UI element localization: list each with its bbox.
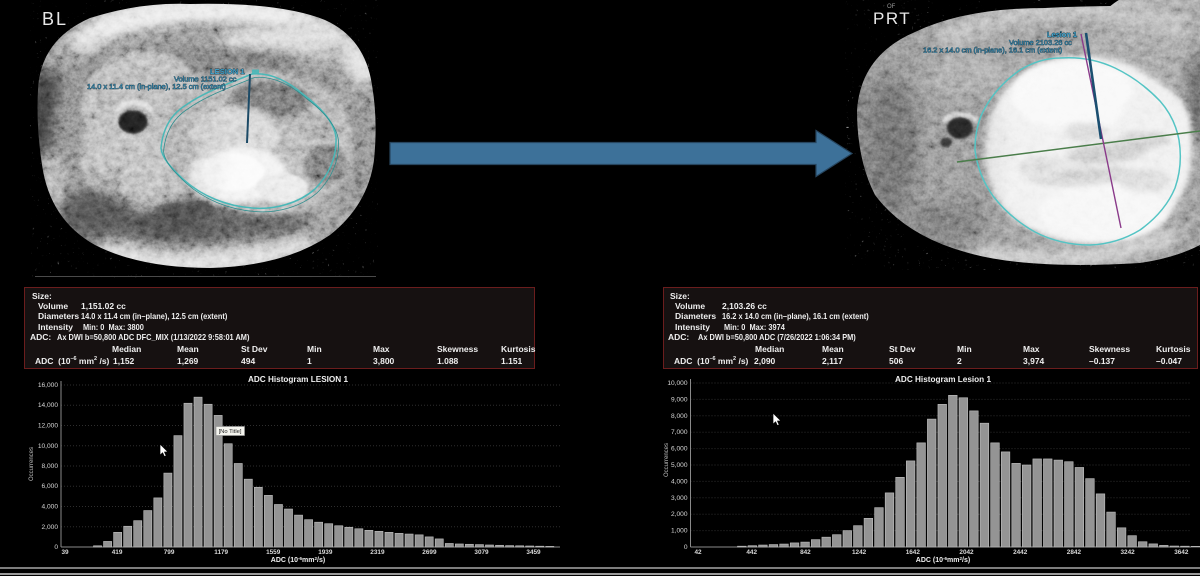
svg-text:4,000: 4,000 [671,478,688,485]
svg-text:799: 799 [164,549,175,556]
svg-text:2042: 2042 [959,549,974,556]
svg-text:42: 42 [694,549,702,556]
svg-text:3642: 3642 [1174,549,1189,556]
svg-text:0: 0 [684,544,688,551]
svg-text:10,000: 10,000 [38,443,59,450]
svg-text:1559: 1559 [266,549,281,556]
svg-text:Lesion 1: Lesion 1 [1047,30,1077,39]
svg-text:Volume 2103.26 cc: Volume 2103.26 cc [1009,38,1072,47]
svg-text:Volume 1151.02 cc: Volume 1151.02 cc [174,75,237,84]
svg-text:6,000: 6,000 [671,446,688,453]
svg-text:442: 442 [746,549,757,556]
svg-text:ADC Histogram Lesion 1: ADC Histogram Lesion 1 [895,375,991,384]
svg-text:-: - [846,122,849,132]
svg-text:5,000: 5,000 [671,462,688,469]
svg-text:1939: 1939 [318,549,333,556]
svg-text:3,000: 3,000 [671,495,688,502]
svg-text:2842: 2842 [1067,549,1082,556]
svg-text:3459: 3459 [526,549,541,556]
svg-text:[No Title]: [No Title] [219,429,242,435]
svg-text:1179: 1179 [214,549,228,556]
svg-text:OF: OF [887,4,896,10]
svg-text:2,000: 2,000 [41,524,58,531]
svg-text:4,000: 4,000 [41,504,58,511]
svg-text:2699: 2699 [422,549,437,556]
svg-text:2319: 2319 [370,549,385,556]
svg-text:1242: 1242 [852,549,867,556]
svg-text:8,000: 8,000 [41,463,58,470]
svg-text:8,000: 8,000 [671,413,688,420]
svg-text:LESION 1: LESION 1 [210,67,245,76]
svg-text:2442: 2442 [1013,549,1028,556]
svg-text:16,000: 16,000 [38,382,59,389]
svg-text:1642: 1642 [906,549,921,556]
svg-text:16.2 x 14.0 cm (in-plane), 16.: 16.2 x 14.0 cm (in-plane), 16.1 cm (exte… [923,46,1062,55]
svg-text:842: 842 [800,549,811,556]
svg-text:419: 419 [112,549,123,556]
svg-text:Occurrences: Occurrences [29,447,35,481]
svg-text:ADC (10-6mm2/s): ADC (10-6mm2/s) [271,556,325,564]
svg-text:ADC Histogram LESION 1: ADC Histogram LESION 1 [248,375,349,384]
svg-text:3242: 3242 [1120,549,1135,556]
svg-text:9,000: 9,000 [671,396,688,403]
svg-text:ADC (10-6mm2/s): ADC (10-6mm2/s) [916,556,970,564]
svg-text:12,000: 12,000 [38,423,59,430]
svg-text:BL: BL [42,9,68,29]
svg-text:2,000: 2,000 [671,511,688,518]
svg-text:1,000: 1,000 [671,528,688,535]
svg-text:6,000: 6,000 [41,483,58,490]
svg-text:10,000: 10,000 [667,380,688,387]
svg-text:14,000: 14,000 [38,402,59,409]
svg-text:7,000: 7,000 [671,429,688,436]
svg-text:3079: 3079 [474,549,489,556]
svg-text:PRT: PRT [873,9,911,28]
svg-text:14.0 x 11.4 cm (in-plane), 12.: 14.0 x 11.4 cm (in-plane), 12.5 cm (exte… [87,82,226,91]
svg-text:39: 39 [61,549,69,556]
svg-text:0: 0 [54,544,58,551]
svg-text:Occurrences: Occurrences [664,443,670,477]
